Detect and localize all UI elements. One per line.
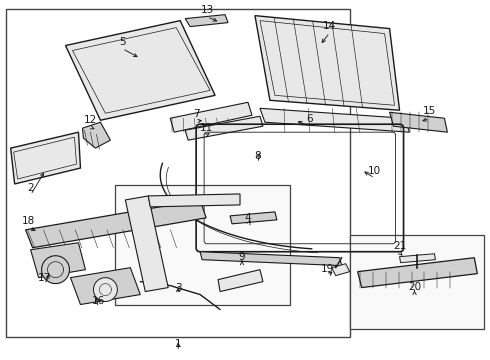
Text: 1: 1 [175,339,181,349]
Text: 9: 9 [239,252,245,262]
Text: 18: 18 [22,216,35,226]
Polygon shape [200,252,342,266]
Polygon shape [148,194,240,207]
Polygon shape [82,122,110,148]
Bar [115,185,290,305]
Text: 5: 5 [119,36,125,46]
Text: 17: 17 [38,273,51,283]
Polygon shape [185,116,263,140]
Polygon shape [230,212,277,224]
Text: 19: 19 [321,264,334,274]
Text: 15: 15 [423,106,436,116]
Text: 13: 13 [200,5,214,15]
Polygon shape [358,258,477,288]
Text: 11: 11 [199,123,213,133]
Text: 8: 8 [255,151,261,161]
Text: 21: 21 [393,241,406,251]
Polygon shape [218,270,263,292]
Polygon shape [125,196,168,292]
Text: 10: 10 [368,166,381,176]
Polygon shape [42,256,70,284]
Polygon shape [71,268,140,305]
Polygon shape [94,278,118,302]
Polygon shape [260,108,410,132]
Text: 4: 4 [245,213,251,223]
Polygon shape [25,200,206,248]
Polygon shape [66,21,215,120]
Polygon shape [332,264,350,276]
Polygon shape [170,102,252,132]
Polygon shape [390,112,447,132]
Bar [350,235,484,329]
Bar [6,9,350,337]
Text: 6: 6 [307,114,313,124]
Polygon shape [185,15,228,27]
Polygon shape [399,254,436,263]
Text: 7: 7 [193,109,199,119]
Text: 16: 16 [92,296,105,306]
Text: 12: 12 [84,115,97,125]
Polygon shape [11,132,80,184]
Polygon shape [30,243,85,278]
Text: 20: 20 [408,282,421,292]
Polygon shape [255,15,399,110]
Text: 14: 14 [323,21,336,31]
Text: 3: 3 [175,283,181,293]
Text: 2: 2 [27,183,34,193]
